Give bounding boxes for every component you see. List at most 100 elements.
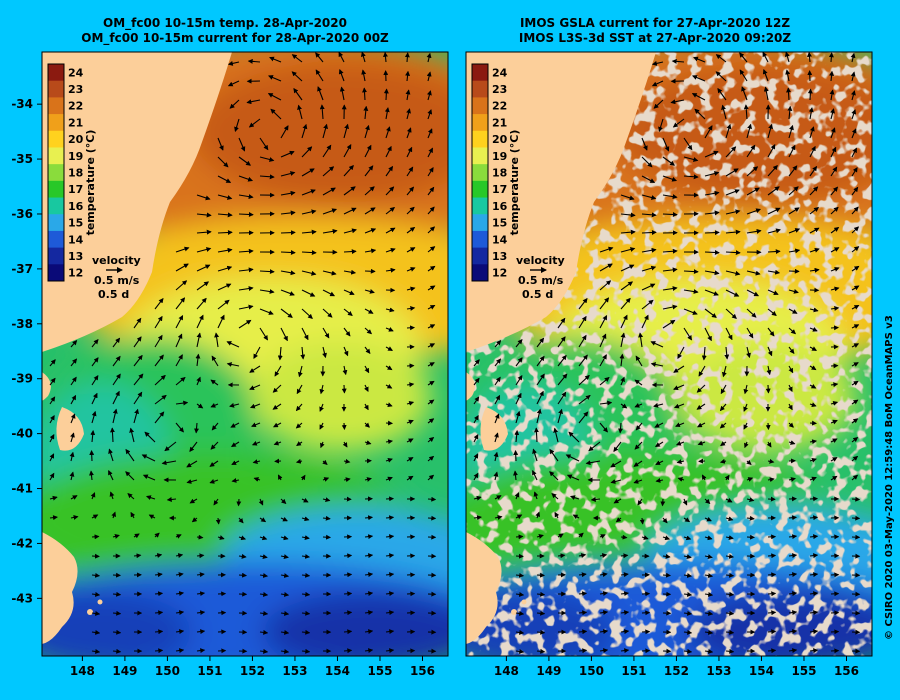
current-arrow	[641, 283, 656, 291]
current-arrow	[322, 289, 336, 297]
current-arrow	[809, 534, 819, 540]
current-arrow	[704, 190, 720, 196]
current-arrow	[829, 70, 835, 82]
current-arrow	[195, 353, 201, 367]
current-arrow	[406, 108, 411, 120]
current-arrow	[515, 375, 523, 386]
x-tick-label: 156	[410, 664, 435, 678]
current-arrow	[364, 515, 374, 521]
y-tick-label: -40	[11, 427, 33, 441]
colorbar-tick-label: 13	[492, 250, 507, 263]
current-arrow	[385, 227, 396, 234]
current-arrow	[209, 460, 219, 467]
current-arrow	[236, 498, 242, 507]
current-arrow	[385, 383, 393, 389]
current-arrow	[238, 156, 251, 166]
current-arrow	[364, 165, 374, 177]
current-arrow	[364, 186, 375, 196]
current-arrow	[426, 71, 432, 82]
current-arrow	[662, 517, 668, 524]
current-arrow	[635, 355, 643, 367]
current-arrow	[322, 515, 331, 521]
current-arrow	[725, 308, 737, 319]
current-arrow	[259, 269, 275, 275]
current-arrow	[272, 403, 282, 410]
current-arrow	[620, 648, 630, 654]
current-arrow	[280, 308, 293, 318]
current-arrow	[851, 285, 860, 291]
current-arrow	[578, 610, 588, 616]
current-arrow	[427, 246, 436, 253]
current-arrow	[851, 362, 859, 367]
current-arrow	[634, 379, 643, 386]
current-arrow	[69, 471, 75, 481]
current-arrow	[724, 346, 730, 360]
current-arrow	[112, 373, 121, 386]
current-arrow	[385, 145, 392, 158]
current-arrow	[662, 175, 678, 182]
current-arrow	[111, 511, 116, 519]
current-arrow	[186, 479, 198, 484]
current-arrow	[238, 572, 248, 578]
footer-credit: © CSIRO 2020 03-May-2020 12:59:48 BoM Oc…	[884, 315, 895, 640]
current-arrow	[599, 553, 608, 558]
current-arrow	[364, 422, 370, 428]
current-arrow	[112, 534, 120, 539]
current-arrow	[385, 307, 395, 313]
current-arrow	[280, 190, 296, 196]
current-arrow	[767, 207, 781, 215]
current-arrow	[788, 327, 796, 335]
current-arrow	[762, 52, 769, 63]
current-arrow	[385, 247, 396, 253]
current-arrow	[830, 166, 838, 177]
current-arrow	[301, 629, 311, 635]
colorbar-swatch	[472, 264, 488, 282]
current-arrow	[588, 441, 601, 452]
current-arrow	[300, 346, 306, 360]
current-arrow	[385, 457, 393, 463]
current-arrow	[343, 346, 349, 357]
current-arrow	[683, 517, 691, 523]
current-arrow	[385, 629, 395, 635]
current-arrow	[739, 69, 748, 82]
current-arrow	[704, 150, 719, 158]
current-arrow	[536, 591, 546, 597]
current-arrow	[133, 373, 144, 386]
current-arrow	[788, 346, 795, 355]
current-arrow	[809, 476, 817, 482]
current-arrow	[383, 52, 388, 63]
current-arrow	[297, 104, 303, 120]
current-arrow	[90, 430, 96, 443]
current-arrow	[599, 280, 612, 291]
x-tick-label: 154	[325, 664, 350, 678]
current-arrow	[144, 431, 156, 443]
velocity-label: velocity	[516, 254, 565, 267]
current-arrow	[578, 354, 588, 367]
current-arrow	[851, 226, 860, 234]
colorbar-swatch	[472, 130, 488, 148]
current-arrow	[809, 648, 819, 654]
current-arrow	[851, 496, 861, 502]
current-arrow	[570, 495, 580, 501]
current-arrow	[536, 534, 544, 539]
current-arrow	[851, 474, 859, 481]
current-arrow	[807, 88, 813, 101]
current-arrow	[427, 128, 433, 139]
current-arrow	[851, 304, 860, 310]
current-arrow	[250, 403, 261, 409]
current-arrow	[704, 308, 717, 318]
current-arrow	[175, 333, 183, 348]
colorbar-scale: 24 23 22 21 20 19 18 17 16 15 14 13 12 temperature (°…	[47, 63, 97, 282]
current-arrow	[343, 629, 353, 635]
current-arrow	[638, 332, 644, 348]
current-arrow	[343, 207, 357, 215]
current-arrow	[362, 87, 367, 101]
current-arrow	[130, 511, 136, 519]
current-arrow	[639, 517, 645, 525]
current-arrow	[405, 70, 411, 82]
current-arrow	[406, 247, 416, 253]
x-tick-label: 148	[70, 664, 95, 678]
current-arrow	[515, 572, 525, 578]
current-arrow	[280, 535, 289, 541]
current-arrow	[280, 270, 296, 276]
